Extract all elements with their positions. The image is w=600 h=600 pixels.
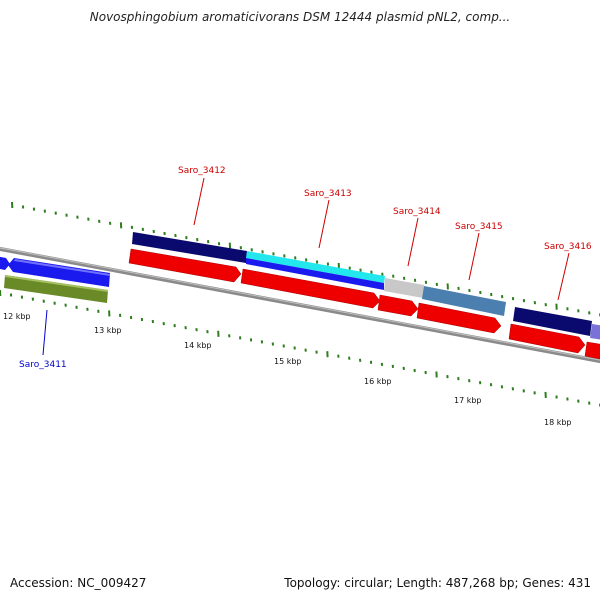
- kbp-label: 13 kbp: [94, 326, 122, 335]
- gene-callouts: [42, 177, 570, 356]
- gene-label-saro-3412[interactable]: Saro_3412: [178, 166, 226, 176]
- reverse-strand: [0, 256, 110, 303]
- callout-line: [407, 217, 419, 267]
- kbp-label: 16 kbp: [364, 377, 392, 386]
- forward-strand-top: [132, 232, 600, 340]
- saro-3413-feature-blue[interactable]: [246, 258, 384, 290]
- cds-arrow[interactable]: [377, 294, 419, 317]
- gene-label-saro-3414[interactable]: Saro_3414: [393, 207, 441, 217]
- saro-3411-feature-hi: [5, 275, 108, 292]
- gene-labels: Saro_3411 Saro_3412 Saro_3413 Saro_3414 …: [19, 166, 592, 370]
- gene-label-saro-3415[interactable]: Saro_3415: [455, 222, 503, 232]
- saro-3416-feature[interactable]: [513, 307, 592, 336]
- kbp-label: 17 kbp: [454, 396, 482, 405]
- cds-arrow[interactable]: [508, 323, 586, 354]
- callout-line: [42, 309, 48, 356]
- saro-3414-feature[interactable]: [384, 278, 424, 298]
- kbp-label: 12 kbp: [3, 312, 31, 321]
- cds-arrow[interactable]: [584, 341, 600, 360]
- cds-arrow[interactable]: [240, 268, 381, 309]
- kbp-labels: 12 kbp 13 kbp 14 kbp 15 kbp 16 kbp 17 kb…: [3, 312, 572, 427]
- forward-cds-arrows: [128, 248, 600, 360]
- kbp-label: 15 kbp: [274, 357, 302, 366]
- gene-label-saro-3416[interactable]: Saro_3416: [544, 242, 592, 252]
- saro-3411-blue-hi: [14, 259, 110, 276]
- saro-next-feature[interactable]: [590, 324, 600, 340]
- saro-3411-feature[interactable]: [4, 275, 108, 303]
- kbp-label: 14 kbp: [184, 341, 212, 350]
- saro-3411-blue-a[interactable]: [0, 256, 10, 270]
- callout-line: [557, 252, 570, 301]
- callout-line: [318, 199, 330, 249]
- plasmid-backbone: [0, 246, 600, 364]
- callout-line: [468, 232, 480, 281]
- kbp-label: 18 kbp: [544, 418, 572, 427]
- saro-3415-feature[interactable]: [422, 286, 506, 316]
- map-title: Novosphingobium aromaticivorans DSM 1244…: [89, 10, 511, 24]
- callout-line: [193, 177, 205, 226]
- cds-arrow[interactable]: [416, 302, 502, 334]
- inner-tick-track: [0, 289, 600, 407]
- gene-label-saro-3413[interactable]: Saro_3413: [304, 189, 352, 199]
- plasmid-backbone-highlight: [0, 247, 600, 361]
- accession-text: Accession: NC_009427: [10, 576, 147, 590]
- outer-tick-track: [11, 201, 600, 317]
- saro-3412-feature[interactable]: [132, 232, 247, 263]
- topology-summary: Topology: circular; Length: 487,268 bp; …: [284, 576, 591, 590]
- saro-3413-feature-cyan[interactable]: [246, 251, 385, 283]
- gene-label-saro-3411[interactable]: Saro_3411: [19, 360, 67, 370]
- saro-3411-blue-b[interactable]: [8, 258, 110, 287]
- cds-arrow[interactable]: [128, 248, 242, 283]
